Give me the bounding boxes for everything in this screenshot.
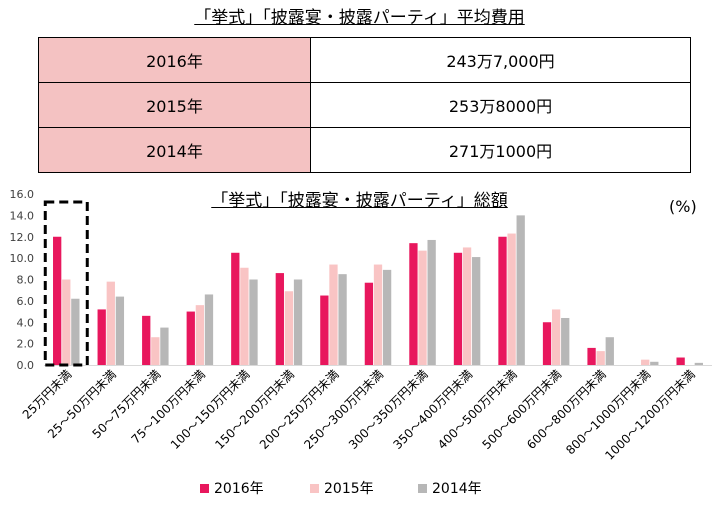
legend-item: 2014年 xyxy=(418,478,482,498)
bar xyxy=(507,233,516,365)
x-tick-label: 1000～1200万円未満 xyxy=(602,367,698,463)
chart-legend: 2016年 2015年 2014年 xyxy=(0,478,719,498)
table-row: 2014年 271万1000円 xyxy=(38,127,691,173)
bar xyxy=(409,243,418,365)
highlight-box xyxy=(43,200,89,367)
x-tick-label: 150～200万円未満 xyxy=(212,367,297,452)
amount-cell: 271万1000円 xyxy=(310,127,691,173)
legend-swatch xyxy=(200,483,209,493)
bar xyxy=(106,281,115,365)
bar xyxy=(151,337,160,365)
bar xyxy=(605,337,614,365)
x-tick-label: 400～500万円未満 xyxy=(435,367,520,452)
bar xyxy=(551,309,561,365)
bar xyxy=(641,359,650,365)
x-tick-label: 200～250万円未満 xyxy=(257,367,342,452)
y-tick-label: 16.0 xyxy=(10,188,35,201)
year-cell: 2014年 xyxy=(38,127,311,173)
x-tick-label: 800～1000万円未満 xyxy=(563,367,653,457)
bar xyxy=(418,250,427,365)
bar xyxy=(195,305,205,365)
amount-cell: 253万8000円 xyxy=(310,82,691,128)
y-tick-label: 0.0 xyxy=(17,359,35,372)
year-cell: 2015年 xyxy=(38,82,311,128)
bar xyxy=(329,264,338,365)
legend-item: 2015年 xyxy=(310,478,374,498)
bar xyxy=(382,269,392,365)
bar xyxy=(284,291,294,365)
cost-table-title: 「挙式」「披露宴・披露パーティ」平均費用 xyxy=(194,8,525,28)
table-row: 2015年 253万8000円 xyxy=(38,82,691,128)
bar xyxy=(338,274,347,365)
bar xyxy=(160,327,169,365)
bar xyxy=(364,282,374,365)
x-tick-label: 300～350万円未満 xyxy=(346,367,431,452)
y-tick-label: 4.0 xyxy=(17,316,35,329)
bar xyxy=(293,279,303,365)
x-tick-label: 250～300万円未満 xyxy=(301,367,386,452)
bar xyxy=(240,267,249,365)
bar xyxy=(231,252,240,365)
bar xyxy=(427,239,436,365)
y-tick-label: 12.0 xyxy=(10,231,35,244)
bar xyxy=(204,294,214,365)
legend-label: 2016年 xyxy=(214,481,264,497)
y-tick-label: 6.0 xyxy=(17,295,35,308)
legend-label: 2015年 xyxy=(324,481,374,497)
bar xyxy=(694,362,703,365)
average-cost-table: 2016年 243万7,000円 2015年 253万8000円 2014年 2… xyxy=(38,37,691,173)
bar xyxy=(453,252,463,365)
bar xyxy=(498,236,507,365)
amount-cell: 243万7,000円 xyxy=(310,37,691,83)
bar xyxy=(71,298,80,365)
bar xyxy=(373,264,383,365)
x-tick-label: 100～150万円未満 xyxy=(168,367,253,452)
bar xyxy=(472,257,481,365)
unit-label: (%) xyxy=(669,197,697,216)
x-tick-label: 600～800万円未満 xyxy=(524,367,609,452)
bar xyxy=(249,279,258,365)
bar xyxy=(275,273,284,365)
x-tick-label: 500～600万円未満 xyxy=(480,367,565,452)
legend-swatch xyxy=(310,483,319,493)
y-tick-label: 14.0 xyxy=(10,209,35,222)
table-row: 2016年 243万7,000円 xyxy=(38,37,691,83)
y-tick-label: 8.0 xyxy=(17,274,35,287)
legend-swatch xyxy=(418,483,427,493)
bar xyxy=(142,315,151,365)
chart-title: 「挙式」「披露宴・披露パーティ」総額 xyxy=(211,191,508,211)
bar xyxy=(53,236,62,365)
x-tick-label: 350～400万円未満 xyxy=(390,367,475,452)
bar xyxy=(561,317,570,365)
bar xyxy=(676,357,685,365)
bar xyxy=(542,322,552,365)
y-tick-label: 2.0 xyxy=(17,338,35,351)
bar xyxy=(97,309,106,365)
bar xyxy=(587,347,596,365)
bar xyxy=(462,247,472,365)
bar xyxy=(62,279,71,365)
bar xyxy=(596,351,605,365)
legend-label: 2014年 xyxy=(432,481,482,497)
bar xyxy=(650,361,659,365)
y-tick-label: 10.0 xyxy=(10,252,35,265)
bar xyxy=(115,296,125,365)
legend-item: 2016年 xyxy=(200,478,264,498)
bar xyxy=(516,215,525,366)
bar xyxy=(186,311,195,365)
bar xyxy=(320,295,329,365)
